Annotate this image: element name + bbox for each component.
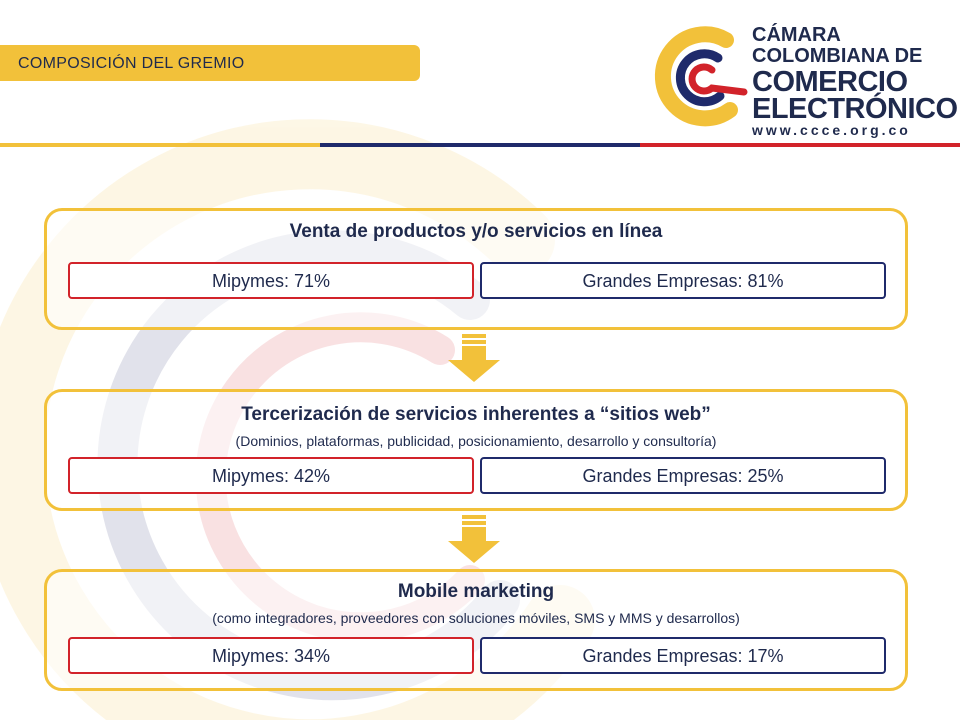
section-title-tab: COMPOSICIÓN DEL GREMIO <box>0 45 420 81</box>
panel-venta-productos: Venta de productos y/o servicios en líne… <box>44 208 908 330</box>
divider-red <box>640 143 960 147</box>
divider-yellow <box>0 143 320 147</box>
panel-subtitle: (como integradores, proveedores con solu… <box>212 610 740 626</box>
panel-subtitle: (Dominios, plataformas, publicidad, posi… <box>235 433 717 449</box>
panel-title: Mobile marketing <box>397 581 555 602</box>
mipymes-value: Mipymes: 34% <box>68 637 474 674</box>
grandes-empresas-value: Grandes Empresas: 81% <box>480 262 886 299</box>
section-title: COMPOSICIÓN DEL GREMIO <box>18 55 245 72</box>
mipymes-value: Mipymes: 71% <box>68 262 474 299</box>
panel-title: Venta de productos y/o servicios en líne… <box>289 221 663 242</box>
logo-swirl-icon <box>654 26 748 127</box>
logo-line-3: COMERCIO <box>752 66 908 98</box>
arrow-down-icon <box>448 334 500 382</box>
divider-navy <box>320 143 640 147</box>
ccce-logo: CÁMARA COLOMBIANA DE COMERCIO ELECTRÓNIC… <box>648 18 958 138</box>
logo-line-1: CÁMARA <box>752 24 841 46</box>
header-divider <box>0 143 960 147</box>
logo-line-2: COLOMBIANA DE <box>752 45 923 67</box>
mipymes-value: Mipymes: 42% <box>68 457 474 494</box>
panel-title: Tercerización de servicios inherentes a … <box>241 404 711 425</box>
panel-mobile-marketing: Mobile marketing (como integradores, pro… <box>44 569 908 691</box>
grandes-empresas-value: Grandes Empresas: 17% <box>480 637 886 674</box>
grandes-empresas-value: Grandes Empresas: 25% <box>480 457 886 494</box>
arrow-down-icon <box>448 515 500 563</box>
logo-line-4: ELECTRÓNICO <box>752 93 958 125</box>
panel-tercerizacion: Tercerización de servicios inherentes a … <box>44 389 908 511</box>
logo-url: www.ccce.org.co <box>752 122 911 138</box>
